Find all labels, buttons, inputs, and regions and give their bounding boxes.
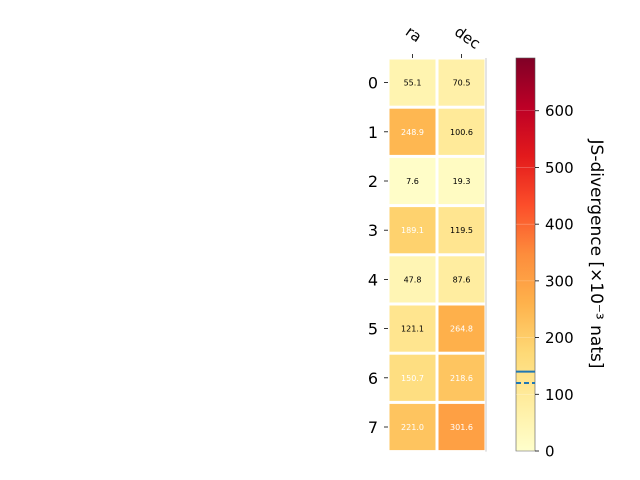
cell-value-label: 87.6 <box>453 275 471 284</box>
heatmap-cell <box>389 157 436 205</box>
colorbar-tick-label: 500 <box>545 159 574 177</box>
x-tick-label: dec <box>451 23 483 53</box>
heatmap-cell <box>438 256 485 303</box>
heatmap-cell <box>389 403 436 451</box>
cell-value-label: 189.1 <box>401 226 424 235</box>
cell-value-label: 55.1 <box>404 79 422 88</box>
heatmap-cell <box>389 256 436 303</box>
heatmap-cell <box>438 157 485 205</box>
colorbar-tick-label: 100 <box>545 386 574 404</box>
cell-value-label: 19.3 <box>453 177 471 186</box>
colorbar-ticks: 0 100 200 300 400 500 600 <box>516 102 574 461</box>
cell-value-label: 221.0 <box>401 423 424 432</box>
colorbar-tick-label: 0 <box>545 443 555 461</box>
colorbar-label: JS-divergence [×10⁻³ nats] <box>586 139 606 369</box>
y-tick-label: 5 <box>368 320 378 339</box>
heatmap-cell <box>389 207 436 254</box>
cell-value-label: 218.6 <box>450 374 473 383</box>
colorbar-tick-label: 400 <box>545 216 574 234</box>
y-tick-label: 1 <box>368 123 378 142</box>
colorbar-gradient <box>515 57 536 452</box>
heatmap-cell <box>438 59 485 106</box>
y-tick-label: 0 <box>368 74 378 93</box>
x-axis-ticks: ra dec <box>402 23 484 58</box>
cell-value-label: 264.8 <box>450 325 473 334</box>
cell-value-label: 119.5 <box>450 226 473 235</box>
y-tick-label: 6 <box>368 369 378 388</box>
cell-value-label: 150.7 <box>401 374 424 383</box>
cell-value-label: 248.9 <box>401 128 424 137</box>
cell-value-label: 121.1 <box>401 325 424 334</box>
heatmap-cell <box>438 403 485 451</box>
colorbar: 0 100 200 300 400 500 600 JS-divergence [×10⁻³… <box>515 57 606 461</box>
colorbar-tick-label: 200 <box>545 329 574 347</box>
y-axis-ticks: 0 1 2 3 4 5 6 7 <box>368 74 388 437</box>
colorbar-reference-lines <box>516 370 535 384</box>
colorbar-tick-label: 600 <box>545 102 574 120</box>
y-tick-label: 4 <box>368 270 378 289</box>
y-tick-label: 3 <box>368 221 378 240</box>
colorbar-tick-label: 300 <box>545 272 574 290</box>
heatmap-cell <box>438 305 485 352</box>
heatmap-cell <box>438 354 485 401</box>
heatmap-cell <box>438 207 485 254</box>
heatmap-cell <box>389 108 436 155</box>
heatmap-cell <box>389 354 436 401</box>
cell-value-label: 100.6 <box>450 128 473 137</box>
y-tick-label: 7 <box>368 418 378 437</box>
heatmap-cell <box>389 59 436 106</box>
cell-value-label: 7.6 <box>406 177 419 186</box>
cell-value-label: 70.5 <box>453 79 471 88</box>
heatmap-cell <box>389 305 436 352</box>
cell-value-label: 301.6 <box>450 423 473 432</box>
cell-value-label: 47.8 <box>404 275 422 284</box>
x-tick-label: ra <box>402 23 425 47</box>
heatmap-cell <box>438 108 485 155</box>
heatmap: 55.1 70.5 248.9 100.6 7.6 19.3 189.1 119.5 47.8 8… <box>389 58 487 452</box>
y-tick-label: 2 <box>368 172 378 191</box>
